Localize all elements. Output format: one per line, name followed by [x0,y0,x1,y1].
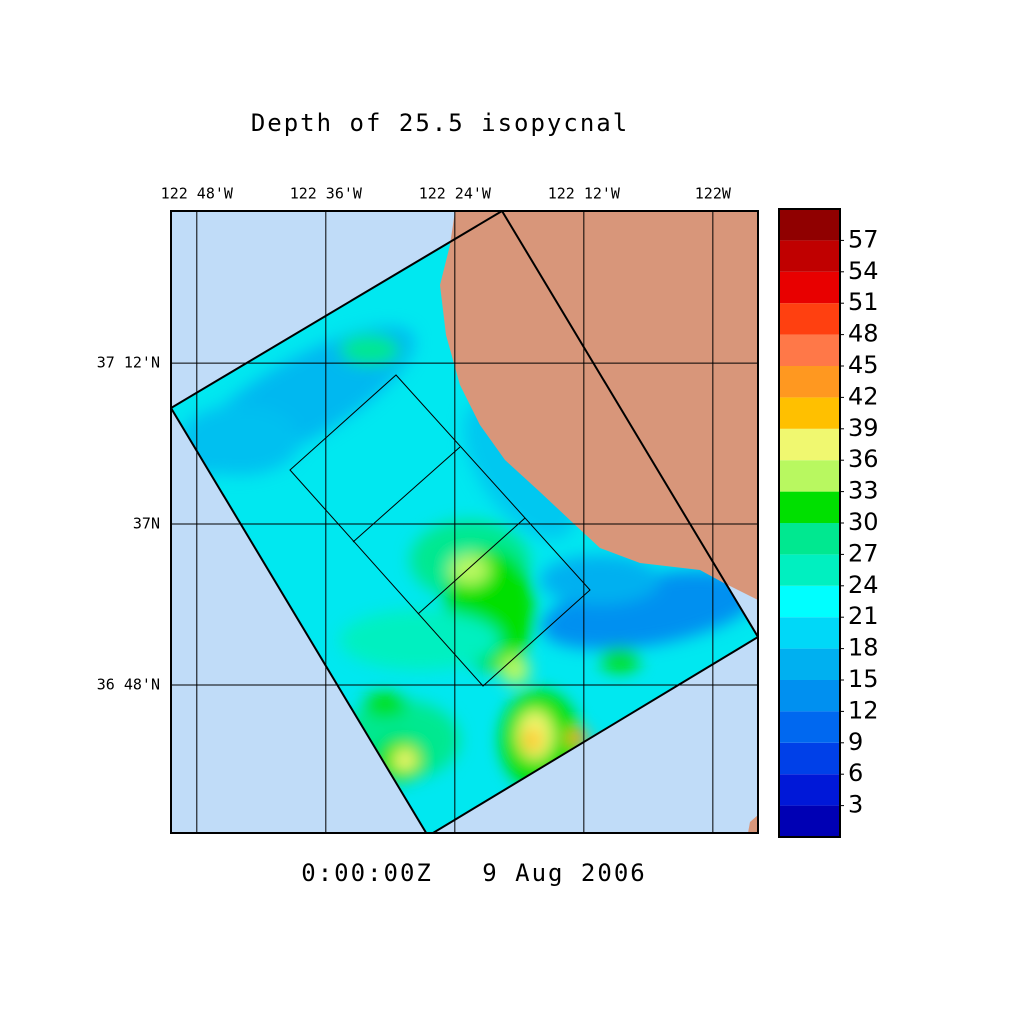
colorbar-label: 39 [848,414,879,442]
colorbar-label: 6 [848,759,863,787]
colorbar-band [779,491,840,523]
colorbar-label: 15 [848,665,879,693]
field [171,211,758,833]
colorbar-label: 21 [848,602,879,630]
colorbar-band [779,742,840,775]
colorbar-label: 36 [848,445,879,473]
x-tick-label: 122 24'W [419,185,492,203]
x-tick-label: 122 48'W [161,185,234,203]
colorbar-band [779,774,840,806]
x-tick-label: 122 36'W [290,185,363,203]
colorbar-band [779,680,840,712]
colorbar-label: 30 [848,508,879,536]
colorbar-band [779,428,840,461]
colorbar-band [779,240,840,272]
colorbar-label: 24 [848,571,879,599]
land [748,815,758,833]
colorbar-label: 54 [848,257,879,285]
colorbar-label: 48 [848,320,879,348]
colorbar-band [779,303,840,335]
colorbar-label: 12 [848,696,879,724]
x-tick-label: 122 12'W [548,185,621,203]
colorbar-label: 33 [848,477,879,505]
colorbar-band [779,648,840,680]
colorbar-band [779,805,840,837]
colorbar-label: 27 [848,539,879,567]
colorbar-band [779,523,840,555]
domain-outline [171,211,758,833]
colorbar-label: 51 [848,288,879,316]
colorbar-band [779,334,840,366]
timestamp: 0:00:00Z 9 Aug 2006 [301,859,646,887]
colorbar-band [779,209,840,241]
y-tick-label: 37 12'N [97,354,160,372]
grid [171,211,758,833]
colorbar-band [779,617,840,649]
colorbar-label: 3 [848,791,863,819]
colorbar-label: 18 [848,634,879,662]
map-frame [170,210,759,834]
colorbar-label: 9 [848,728,863,756]
colorbar-label: 42 [848,382,879,410]
map [171,211,758,833]
colorbar-band [779,585,840,618]
colorbar-band [779,711,840,743]
y-tick-label: 37N [133,515,160,533]
colorbar-band [779,271,840,304]
colorbar-band [779,554,840,586]
y-tick-label: 36 48'N [97,675,160,693]
subdomain-boxes [289,374,591,687]
colorbar-band [779,397,840,429]
land [440,211,758,600]
title: Depth of 25.5 isopycnal [251,109,629,137]
colorbar-label: 45 [848,351,879,379]
colorbar-band [779,366,840,398]
colorbar-band [779,460,840,492]
x-tick-label: 122W [695,185,732,203]
colorbar-label: 57 [848,225,879,253]
